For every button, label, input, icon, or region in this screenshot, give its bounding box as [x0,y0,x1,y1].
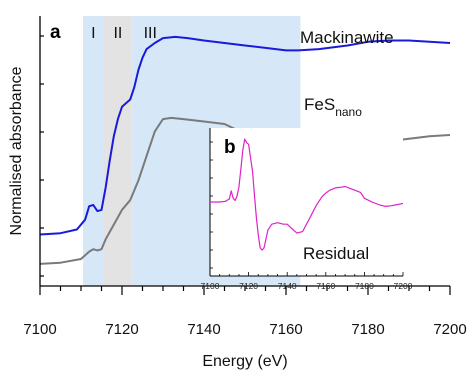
inset-series [210,138,404,251]
inset-x-tick-label: 7120 [239,281,258,291]
inset-x-tick-label: 7100 [201,281,220,291]
panel-label-b: b [224,137,236,158]
series-label-residual: Residual [303,244,369,263]
y-axis-title: Normalised absorbance [8,66,25,235]
inset-residual-chart: 7100 7120 7140 7160 7180 7200 b Residual [201,128,413,291]
region-2 [103,16,133,286]
x-ticks: 7100 7120 7140 7160 7180 7200 [23,286,467,338]
inset-x-tick-label: 7160 [316,281,335,291]
panel-label-a: a [50,22,61,43]
series-label-fes-subscript: nano [335,105,362,119]
inset-x-tick-label: 7200 [394,281,413,291]
series-line-mackinawite [39,35,451,236]
x-tick-label: 7160 [269,321,302,338]
x-tick-label: 7200 [433,321,466,338]
x-tick-label: 7120 [105,321,138,338]
x-tick-label: 7140 [187,321,220,338]
region-label-1: I [91,25,95,42]
series-label-fes-nano: FeSnano [304,95,362,119]
inset-ticks: 7100 7120 7140 7160 7180 7200 [201,141,413,291]
series-label-fes: FeS [304,95,335,114]
x-tick-label: 7180 [351,321,384,338]
inset-x-tick-label: 7140 [278,281,297,291]
region-label-3: III [144,25,157,42]
series-line-residual [210,138,404,251]
region-1 [83,16,104,286]
y-ticks [40,35,44,277]
inset-x-tick-label: 7180 [355,281,374,291]
x-tick-label: 7100 [23,321,56,338]
region-label-2: II [113,25,122,42]
region-labels: I II III [91,25,157,42]
x-axis-title: Energy (eV) [202,353,287,370]
series-label-mackinawite: Mackinawite [300,28,394,47]
